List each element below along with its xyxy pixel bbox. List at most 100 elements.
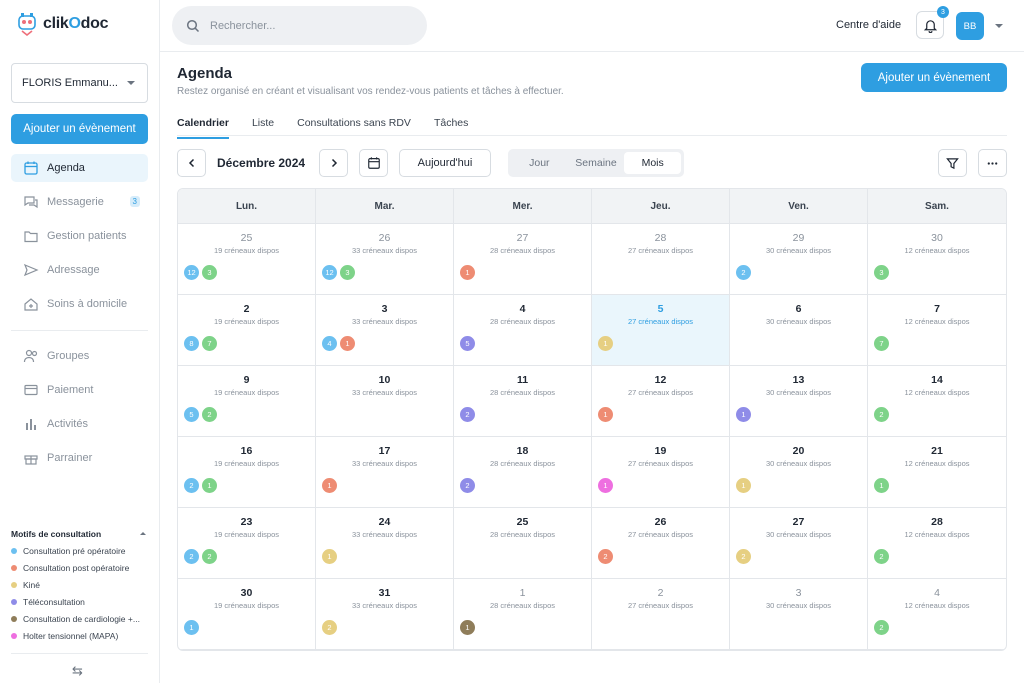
- calendar-day-cell[interactable]: 14 12 créneaux dispos 2: [868, 366, 1006, 437]
- calendar-day-cell[interactable]: 19 27 créneaux dispos 1: [592, 437, 730, 508]
- calendar-day-cell[interactable]: 25 28 créneaux dispos: [454, 508, 592, 579]
- appointment-count-badge[interactable]: 1: [184, 620, 199, 635]
- appointment-count-badge[interactable]: 1: [340, 336, 355, 351]
- sidebar-item-messagerie[interactable]: Messagerie 3: [11, 188, 148, 216]
- calendar-day-cell[interactable]: 1 28 créneaux dispos 1: [454, 579, 592, 650]
- calendar-day-cell[interactable]: 28 12 créneaux dispos 2: [868, 508, 1006, 579]
- chevron-down-icon[interactable]: [995, 24, 1003, 28]
- calendar-day-cell[interactable]: 26 33 créneaux dispos 12 3: [316, 224, 454, 295]
- calendar-day-cell[interactable]: 29 30 créneaux dispos 2: [730, 224, 868, 295]
- chevron-up-icon[interactable]: [140, 532, 146, 535]
- previous-month-button[interactable]: [177, 149, 206, 177]
- calendar-day-cell[interactable]: 26 27 créneaux dispos 2: [592, 508, 730, 579]
- appointment-count-badge[interactable]: 12: [184, 265, 199, 280]
- appointment-count-badge[interactable]: 5: [460, 336, 475, 351]
- tab-consultations-sans-rdv[interactable]: Consultations sans RDV: [297, 117, 411, 129]
- calendar-day-cell[interactable]: 31 33 créneaux dispos 2: [316, 579, 454, 650]
- avatar[interactable]: BB: [956, 12, 984, 40]
- appointment-count-badge[interactable]: 1: [322, 478, 337, 493]
- calendar-day-cell[interactable]: 18 28 créneaux dispos 2: [454, 437, 592, 508]
- calendar-day-cell[interactable]: 20 30 créneaux dispos 1: [730, 437, 868, 508]
- appointment-count-badge[interactable]: 2: [184, 478, 199, 493]
- search-bar[interactable]: Rechercher...: [172, 6, 427, 45]
- calendar-day-cell[interactable]: 23 19 créneaux dispos 2 2: [178, 508, 316, 579]
- calendar-day-cell[interactable]: 12 27 créneaux dispos 1: [592, 366, 730, 437]
- sidebar-item-activites[interactable]: Activités: [11, 410, 148, 438]
- calendar-day-cell[interactable]: 30 12 créneaux dispos 3: [868, 224, 1006, 295]
- calendar-day-cell[interactable]: 10 33 créneaux dispos: [316, 366, 454, 437]
- appointment-count-badge[interactable]: 8: [184, 336, 199, 351]
- calendar-day-cell[interactable]: 24 33 créneaux dispos 1: [316, 508, 454, 579]
- appointment-count-badge[interactable]: 1: [598, 336, 613, 351]
- tab-liste[interactable]: Liste: [251, 117, 275, 129]
- view-week-option[interactable]: Semaine: [575, 157, 617, 169]
- next-month-button[interactable]: [319, 149, 348, 177]
- calendar-day-cell[interactable]: 16 19 créneaux dispos 2 1: [178, 437, 316, 508]
- appointment-count-badge[interactable]: 1: [202, 478, 217, 493]
- calendar-day-cell[interactable]: 3 33 créneaux dispos 4 1: [316, 295, 454, 366]
- appointment-count-badge[interactable]: 1: [874, 478, 889, 493]
- appointment-count-badge[interactable]: 2: [874, 549, 889, 564]
- calendar-day-cell[interactable]: 11 28 créneaux dispos 2: [454, 366, 592, 437]
- calendar-day-cell-today[interactable]: 5 27 créneaux dispos 1: [592, 295, 730, 366]
- appointment-count-badge[interactable]: 2: [322, 620, 337, 635]
- filter-button[interactable]: [938, 149, 967, 177]
- sidebar-item-groupes[interactable]: Groupes: [11, 342, 148, 370]
- appointment-count-badge[interactable]: 1: [460, 265, 475, 280]
- add-event-button[interactable]: Ajouter un évènement: [861, 63, 1007, 92]
- calendar-day-cell[interactable]: 2 27 créneaux dispos: [592, 579, 730, 650]
- appointment-count-badge[interactable]: 2: [874, 407, 889, 422]
- tab-calendrier[interactable]: Calendrier: [177, 117, 229, 139]
- appointment-count-badge[interactable]: 4: [322, 336, 337, 351]
- sidebar-item-parrainer[interactable]: Parrainer: [11, 444, 148, 472]
- calendar-day-cell[interactable]: 27 28 créneaux dispos 1: [454, 224, 592, 295]
- calendar-day-cell[interactable]: 2 19 créneaux dispos 8 7: [178, 295, 316, 366]
- logo[interactable]: clikOdoc: [16, 12, 108, 36]
- appointment-count-badge[interactable]: 1: [598, 407, 613, 422]
- appointment-count-badge[interactable]: 2: [184, 549, 199, 564]
- appointment-count-badge[interactable]: 3: [874, 265, 889, 280]
- swap-arrows-icon[interactable]: ⇆: [72, 663, 83, 678]
- sidebar-item-agenda[interactable]: Agenda: [11, 154, 148, 182]
- appointment-count-badge[interactable]: 7: [874, 336, 889, 351]
- appointment-count-badge[interactable]: 2: [736, 265, 751, 280]
- appointment-count-badge[interactable]: 1: [736, 478, 751, 493]
- appointment-count-badge[interactable]: 1: [598, 478, 613, 493]
- appointment-count-badge[interactable]: 5: [184, 407, 199, 422]
- calendar-day-cell[interactable]: 4 12 créneaux dispos 2: [868, 579, 1006, 650]
- more-options-button[interactable]: [978, 149, 1007, 177]
- sidebar-item-soins-domicile[interactable]: Soins à domicile: [11, 290, 148, 318]
- practitioner-select[interactable]: FLORIS Emmanu...: [11, 63, 148, 103]
- calendar-day-cell[interactable]: 6 30 créneaux dispos: [730, 295, 868, 366]
- calendar-day-cell[interactable]: 3 30 créneaux dispos: [730, 579, 868, 650]
- appointment-count-badge[interactable]: 1: [322, 549, 337, 564]
- appointment-count-badge[interactable]: 2: [598, 549, 613, 564]
- appointment-count-badge[interactable]: 2: [202, 407, 217, 422]
- appointment-count-badge[interactable]: 1: [736, 407, 751, 422]
- appointment-count-badge[interactable]: 1: [460, 620, 475, 635]
- calendar-day-cell[interactable]: 17 33 créneaux dispos 1: [316, 437, 454, 508]
- view-month-option[interactable]: Mois: [624, 152, 682, 174]
- search-input[interactable]: Rechercher...: [210, 19, 276, 32]
- calendar-day-cell[interactable]: 27 30 créneaux dispos 2: [730, 508, 868, 579]
- tab-taches[interactable]: Tâches: [433, 117, 469, 129]
- appointment-count-badge[interactable]: 2: [202, 549, 217, 564]
- calendar-day-cell[interactable]: 9 19 créneaux dispos 5 2: [178, 366, 316, 437]
- sidebar-item-gestion-patients[interactable]: Gestion patients: [11, 222, 148, 250]
- view-day-option[interactable]: Jour: [529, 157, 550, 169]
- appointment-count-badge[interactable]: 3: [202, 265, 217, 280]
- calendar-day-cell[interactable]: 13 30 créneaux dispos 1: [730, 366, 868, 437]
- calendar-day-cell[interactable]: 7 12 créneaux dispos 7: [868, 295, 1006, 366]
- appointment-count-badge[interactable]: 12: [322, 265, 337, 280]
- appointment-count-badge[interactable]: 2: [736, 549, 751, 564]
- calendar-day-cell[interactable]: 4 28 créneaux dispos 5: [454, 295, 592, 366]
- calendar-day-cell[interactable]: 25 19 créneaux dispos 12 3: [178, 224, 316, 295]
- sidebar-item-paiement[interactable]: Paiement: [11, 376, 148, 404]
- appointment-count-badge[interactable]: 2: [874, 620, 889, 635]
- appointment-count-badge[interactable]: 2: [460, 407, 475, 422]
- help-center-link[interactable]: Centre d'aide: [836, 19, 902, 31]
- calendar-day-cell[interactable]: 28 27 créneaux dispos: [592, 224, 730, 295]
- notifications-button[interactable]: 3: [916, 6, 949, 39]
- sidebar-add-event-button[interactable]: Ajouter un évènement: [11, 114, 148, 144]
- date-picker-button[interactable]: [359, 149, 388, 177]
